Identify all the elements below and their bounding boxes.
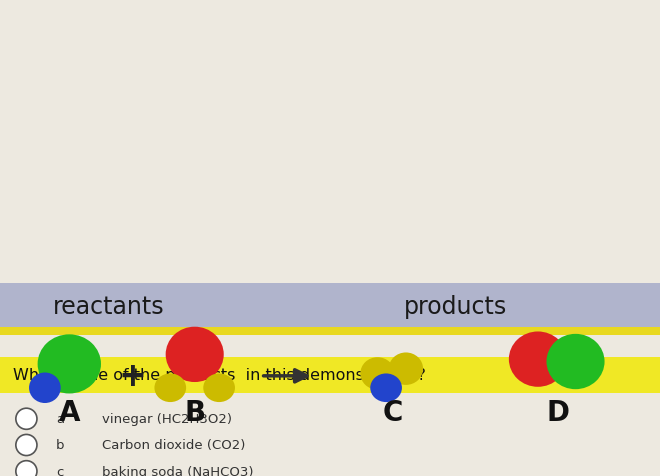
Ellipse shape [389,353,423,385]
Text: B: B [184,398,205,426]
Ellipse shape [370,374,402,402]
Ellipse shape [154,374,186,402]
Ellipse shape [16,461,37,476]
Text: vinegar (HC2H3O2): vinegar (HC2H3O2) [102,412,232,426]
Text: What is one of the products  in this demonstration?: What is one of the products in this demo… [13,367,426,382]
Ellipse shape [29,373,61,403]
Bar [0,357,660,393]
Ellipse shape [16,435,37,456]
Text: C: C [383,398,403,426]
Ellipse shape [166,327,224,382]
Text: c: c [56,465,63,476]
Text: a: a [56,412,64,426]
Text: reactants: reactants [53,295,165,319]
Ellipse shape [16,408,37,429]
Ellipse shape [203,374,235,402]
Ellipse shape [38,335,101,394]
Ellipse shape [509,332,567,387]
Text: baking soda (NaHCO3): baking soda (NaHCO3) [102,465,254,476]
Text: A: A [59,398,80,426]
Ellipse shape [546,334,605,389]
Bar [0,283,660,336]
Text: +: + [118,359,146,393]
Ellipse shape [360,357,395,390]
Bar [0,327,660,336]
Text: Carbon dioxide (CO2): Carbon dioxide (CO2) [102,438,246,452]
Text: D: D [546,398,569,426]
Text: b: b [56,438,65,452]
Text: products: products [404,295,507,319]
